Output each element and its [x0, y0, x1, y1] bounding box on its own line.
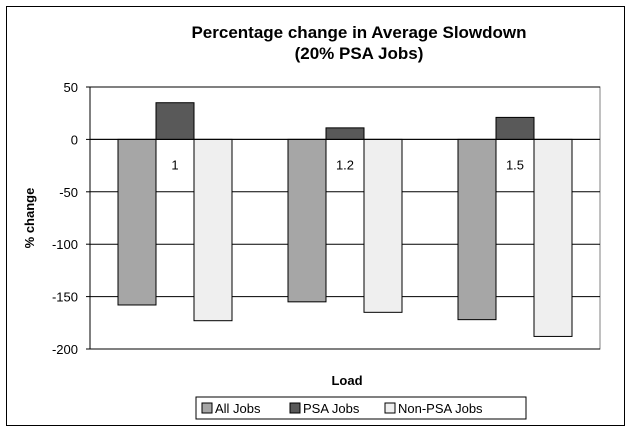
- bar-non-psa-jobs-1: [363, 138, 403, 313]
- y-tick-label: -150: [52, 290, 78, 305]
- chart-title: Percentage change in Average Slowdown: [191, 23, 526, 42]
- category-labels: 1 1.2 1.5: [171, 157, 524, 172]
- legend-label-all-jobs: All Jobs: [215, 401, 261, 416]
- plot-area: [86, 86, 601, 350]
- bar-psa-jobs-0: [155, 102, 195, 140]
- chart-subtitle: (20% PSA Jobs): [295, 44, 424, 63]
- x-axis-title: Load: [331, 373, 362, 388]
- category-label: 1.2: [336, 157, 354, 172]
- legend: All Jobs PSA Jobs Non-PSA Jobs: [195, 396, 527, 420]
- category-label: 1: [171, 157, 178, 172]
- bar-psa-jobs-1: [325, 127, 365, 140]
- y-axis-ticks: 50 0 -50 -100 -150 -200: [52, 80, 78, 357]
- legend-swatch-all-jobs: [201, 402, 213, 414]
- legend-box: [195, 396, 527, 420]
- legend-label-psa-jobs: PSA Jobs: [303, 401, 360, 416]
- y-tick-label: 50: [64, 80, 78, 95]
- bar-all-jobs-1: [287, 138, 327, 303]
- bar-non-psa-jobs-2: [533, 138, 573, 337]
- legend-swatch-non-psa-jobs: [384, 402, 396, 414]
- y-tick-label: 0: [71, 132, 78, 147]
- y-tick-label: -200: [52, 342, 78, 357]
- bar-all-jobs-2: [457, 138, 497, 321]
- category-label: 1.5: [506, 157, 524, 172]
- legend-swatch-psa-jobs: [289, 402, 301, 414]
- bar-non-psa-jobs-0: [193, 138, 233, 322]
- bar-all-jobs-0: [117, 138, 157, 306]
- y-axis-title: % change: [22, 188, 37, 249]
- legend-label-non-psa-jobs: Non-PSA Jobs: [398, 401, 483, 416]
- bar-psa-jobs-2: [495, 116, 535, 140]
- y-tick-label: -50: [59, 185, 78, 200]
- y-tick-label: -100: [52, 237, 78, 252]
